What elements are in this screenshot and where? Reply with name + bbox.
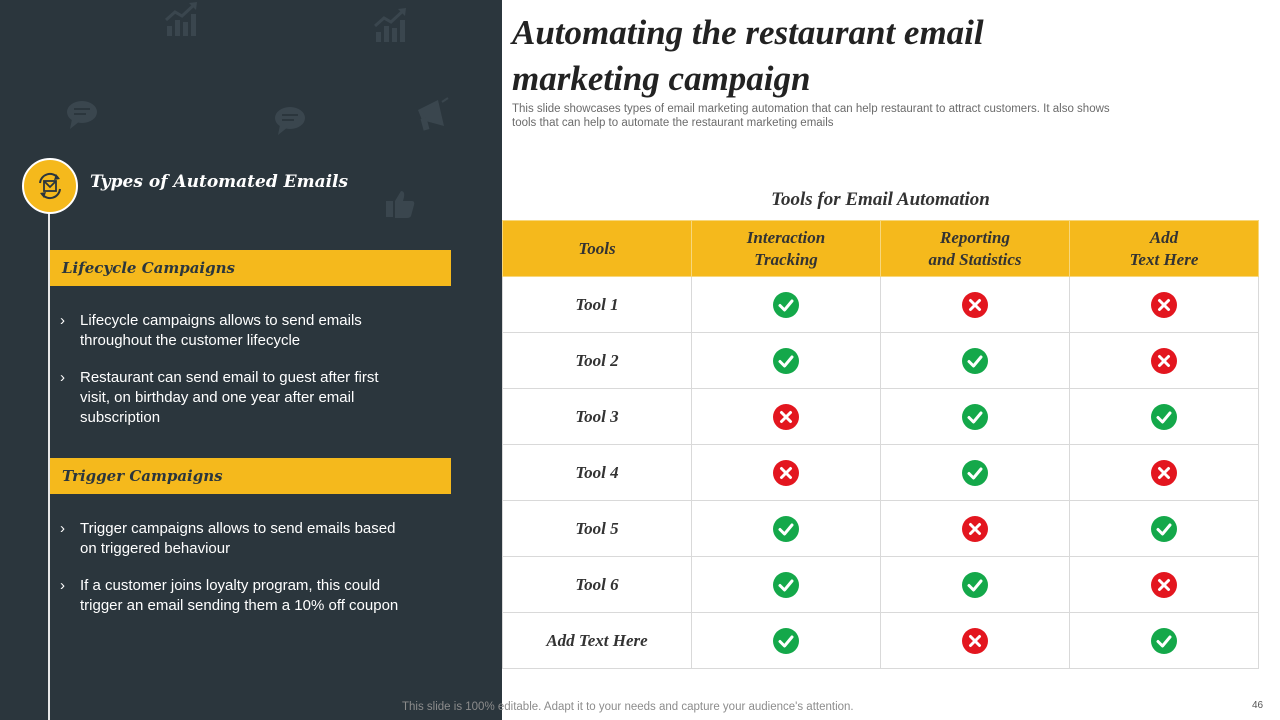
bullet-item: Trigger campaigns allows to send emails … [60, 519, 400, 559]
growth-chart-icon [165, 2, 197, 36]
tool-name-cell: Tool 1 [502, 276, 692, 333]
page-number: 46 [1252, 700, 1264, 711]
lifecycle-heading-band: Lifecycle Campaigns [50, 250, 451, 286]
table-row: Add Text Here [502, 612, 1259, 669]
cross-icon [962, 627, 988, 654]
status-cell [880, 500, 1070, 557]
tools-table: Tools Interaction Tracking Reporting and S… [502, 220, 1259, 669]
bullet-item: If a customer joins loyalty program, thi… [60, 576, 400, 616]
column-header: Interaction Tracking [691, 220, 881, 277]
status-cell [1069, 500, 1259, 557]
cross-icon [962, 291, 988, 318]
bullet-item: Lifecycle campaigns allows to send email… [60, 311, 400, 351]
status-cell [880, 332, 1070, 389]
email-automation-icon [39, 172, 61, 200]
megaphone-icon [418, 97, 449, 131]
status-cell [1069, 388, 1259, 445]
tool-name-cell: Add Text Here [502, 612, 692, 669]
status-cell [691, 500, 881, 557]
cross-icon [773, 459, 799, 486]
check-icon [962, 347, 988, 374]
status-cell [1069, 612, 1259, 669]
lifecycle-bullets: Lifecycle campaigns allows to send email… [60, 311, 400, 445]
timeline-line [48, 212, 50, 720]
status-cell [880, 556, 1070, 613]
status-cell [1069, 556, 1259, 613]
footer-note: This slide is 100% editable. Adapt it to… [402, 701, 854, 713]
check-icon [962, 403, 988, 430]
status-cell [880, 388, 1070, 445]
growth-chart-icon [374, 8, 406, 42]
status-cell [1069, 332, 1259, 389]
status-cell [691, 388, 881, 445]
check-icon [962, 571, 988, 598]
bullet-item: Restaurant can send email to guest after… [60, 368, 400, 428]
column-header: Reporting and Statistics [880, 220, 1070, 277]
check-icon [773, 627, 799, 654]
status-cell [880, 612, 1070, 669]
check-icon [773, 515, 799, 542]
cross-icon [1151, 571, 1177, 598]
check-icon [773, 291, 799, 318]
status-cell [1069, 276, 1259, 333]
cross-icon [773, 403, 799, 430]
slide-title: Automating the restaurant email marketin… [512, 13, 984, 98]
cross-icon [1151, 291, 1177, 318]
section-title: Types of Automated Emails [90, 172, 349, 192]
cross-icon [1151, 459, 1177, 486]
tool-name-cell: Tool 5 [502, 500, 692, 557]
status-cell [880, 444, 1070, 501]
cross-icon [962, 515, 988, 542]
table-row: Tool 5 [502, 500, 1259, 557]
tool-name-cell: Tool 3 [502, 388, 692, 445]
cross-icon [1151, 347, 1177, 374]
status-cell [691, 612, 881, 669]
table-row: Tool 2 [502, 332, 1259, 389]
column-header: Add Text Here [1069, 220, 1259, 277]
lifecycle-heading: Lifecycle Campaigns [62, 259, 235, 277]
column-header: Tools [502, 220, 692, 277]
trigger-heading-band: Trigger Campaigns [50, 458, 451, 494]
trigger-heading: Trigger Campaigns [62, 467, 223, 485]
trigger-bullets: Trigger campaigns allows to send emails … [60, 519, 400, 633]
table-row: Tool 1 [502, 276, 1259, 333]
check-icon [1151, 627, 1177, 654]
section-icon-circle [22, 158, 78, 214]
table-row: Tool 4 [502, 444, 1259, 501]
status-cell [691, 556, 881, 613]
check-icon [773, 347, 799, 374]
table-caption: Tools for Email Automation [771, 189, 990, 210]
status-cell [691, 444, 881, 501]
check-icon [1151, 515, 1177, 542]
speech-bubble-icon [275, 107, 305, 135]
tool-name-cell: Tool 2 [502, 332, 692, 389]
thumbs-up-icon [386, 191, 415, 218]
left-panel: Types of Automated Emails Lifecycle Camp… [0, 0, 502, 720]
table-body: Tool 1 Tool 2 Tool 3 Tool 4 Tool 5 Tool 6 Add … [502, 276, 1259, 669]
status-cell [691, 332, 881, 389]
check-icon [962, 459, 988, 486]
check-icon [773, 571, 799, 598]
tool-name-cell: Tool 6 [502, 556, 692, 613]
speech-bubble-icon [67, 101, 97, 129]
status-cell [691, 276, 881, 333]
check-icon [1151, 403, 1177, 430]
table-row: Tool 6 [502, 556, 1259, 613]
status-cell [880, 276, 1070, 333]
tool-name-cell: Tool 4 [502, 444, 692, 501]
table-header-row: Tools Interaction Tracking Reporting and S… [502, 220, 1259, 277]
status-cell [1069, 444, 1259, 501]
table-row: Tool 3 [502, 388, 1259, 445]
slide-subtitle: This slide showcases types of email mark… [512, 103, 1110, 129]
